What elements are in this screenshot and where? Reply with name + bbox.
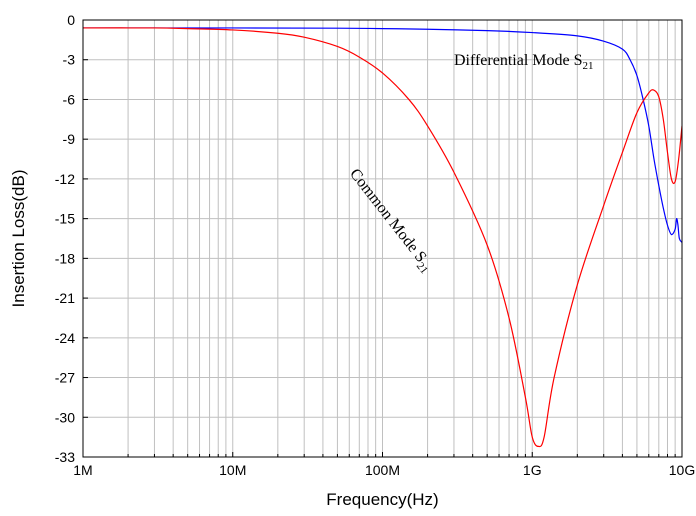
x-axis-title: Frequency(Hz) (326, 490, 438, 509)
y-tick-label: -18 (55, 250, 75, 266)
x-tick-label: 10G (669, 462, 695, 478)
y-tick-label: -15 (55, 211, 75, 227)
series-layer (83, 27, 682, 448)
y-tick-label: -30 (55, 409, 75, 425)
y-tick-label: -24 (55, 330, 75, 346)
series-line-1 (83, 27, 682, 448)
y-tick-label: -12 (55, 171, 75, 187)
tick-labels: 1M 10M 100M 1G 10G 0 -3 -6 -9 -12 -15 -18 -21 -24 -27 -… (55, 12, 695, 478)
series-line-0 (83, 27, 682, 243)
x-tick-label: 10M (219, 462, 246, 478)
series-label-0: Differential Mode S21 (454, 52, 594, 72)
series-annotations: Differential Mode S21 Common Mode S21 (344, 52, 594, 277)
series-label-1: Common Mode S21 (344, 166, 437, 277)
x-tick-label: 100M (365, 462, 400, 478)
grid (82, 19, 682, 458)
y-tick-label: 0 (67, 12, 75, 28)
y-tick-label: -3 (63, 52, 76, 68)
y-axis-title: Insertion Loss(dB) (9, 170, 28, 308)
y-tick-label: -6 (63, 91, 76, 107)
y-tick-label: -33 (55, 449, 75, 465)
x-tick-label: 1G (523, 462, 542, 478)
ticks (82, 19, 683, 458)
y-tick-label: -9 (63, 131, 76, 147)
x-tick-label: 1M (73, 462, 92, 478)
y-tick-label: -27 (55, 370, 75, 386)
y-tick-label: -21 (55, 290, 75, 306)
